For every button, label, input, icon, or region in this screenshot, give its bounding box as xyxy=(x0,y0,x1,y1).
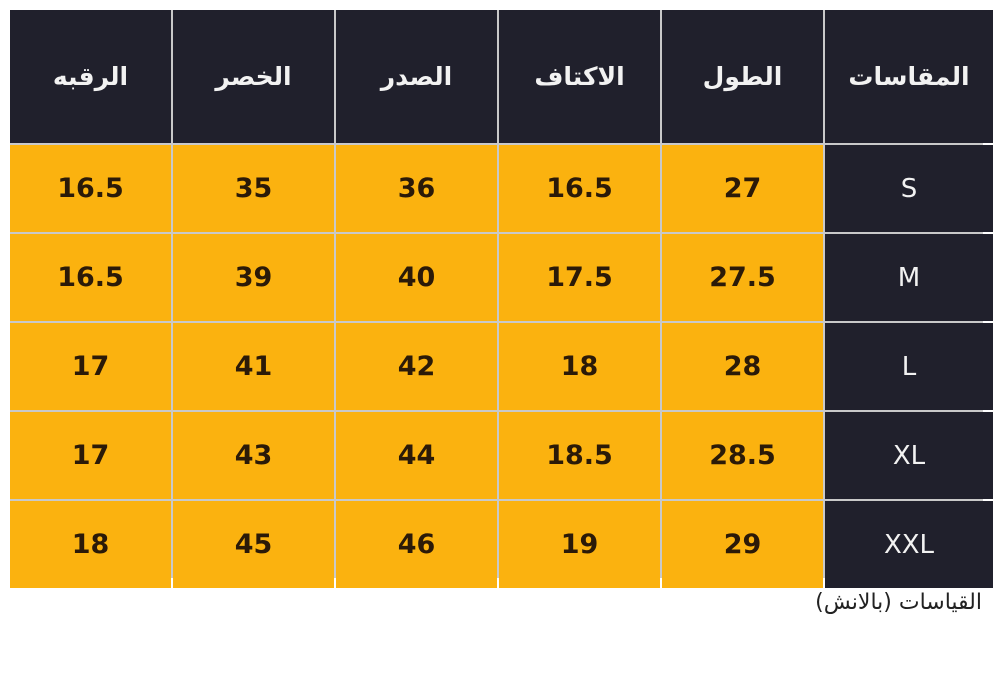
header-column: الطول xyxy=(662,10,823,143)
table-cell-value: 19 xyxy=(499,501,660,588)
header-column: الاكتاف xyxy=(499,10,660,143)
row-size-label: L xyxy=(825,323,993,410)
table-cell-value: 27.5 xyxy=(662,234,823,321)
row-size-label: S xyxy=(825,145,993,232)
table-cell-value: 42 xyxy=(336,323,497,410)
table-cell-value: 40 xyxy=(336,234,497,321)
table-cell-value: 17 xyxy=(10,323,171,410)
table-cell-value: 29 xyxy=(662,501,823,588)
table-cell-value: 36 xyxy=(336,145,497,232)
table-cell-value: 17 xyxy=(10,412,171,499)
table-cell-value: 28 xyxy=(662,323,823,410)
table-cell-value: 27 xyxy=(662,145,823,232)
table-cell-value: 46 xyxy=(336,501,497,588)
table-cell-value: 18 xyxy=(10,501,171,588)
header-column: الصدر xyxy=(336,10,497,143)
row-size-label: XXL xyxy=(825,501,993,588)
table-cell-value: 35 xyxy=(173,145,334,232)
header-column: الخصر xyxy=(173,10,334,143)
table-cell-value: 16.5 xyxy=(499,145,660,232)
table-cell-value: 41 xyxy=(173,323,334,410)
units-caption: القياسات (بالانش) xyxy=(815,590,982,615)
header-sizes: المقاسات xyxy=(825,10,993,143)
header-column: الرقبه xyxy=(10,10,171,143)
table-cell-value: 45 xyxy=(173,501,334,588)
row-size-label: XL xyxy=(825,412,993,499)
table-cell-value: 17.5 xyxy=(499,234,660,321)
table-cell-value: 43 xyxy=(173,412,334,499)
table-cell-value: 16.5 xyxy=(10,145,171,232)
table-cell-value: 44 xyxy=(336,412,497,499)
table-cell-value: 28.5 xyxy=(662,412,823,499)
table-cell-value: 16.5 xyxy=(10,234,171,321)
row-size-label: M xyxy=(825,234,993,321)
table-cell-value: 18.5 xyxy=(499,412,660,499)
size-chart-table: الرقبه الخصر الصدر الاكتاف الطول المقاسات 16.5… xyxy=(10,10,993,588)
table-cell-value: 18 xyxy=(499,323,660,410)
table-cell-value: 39 xyxy=(173,234,334,321)
